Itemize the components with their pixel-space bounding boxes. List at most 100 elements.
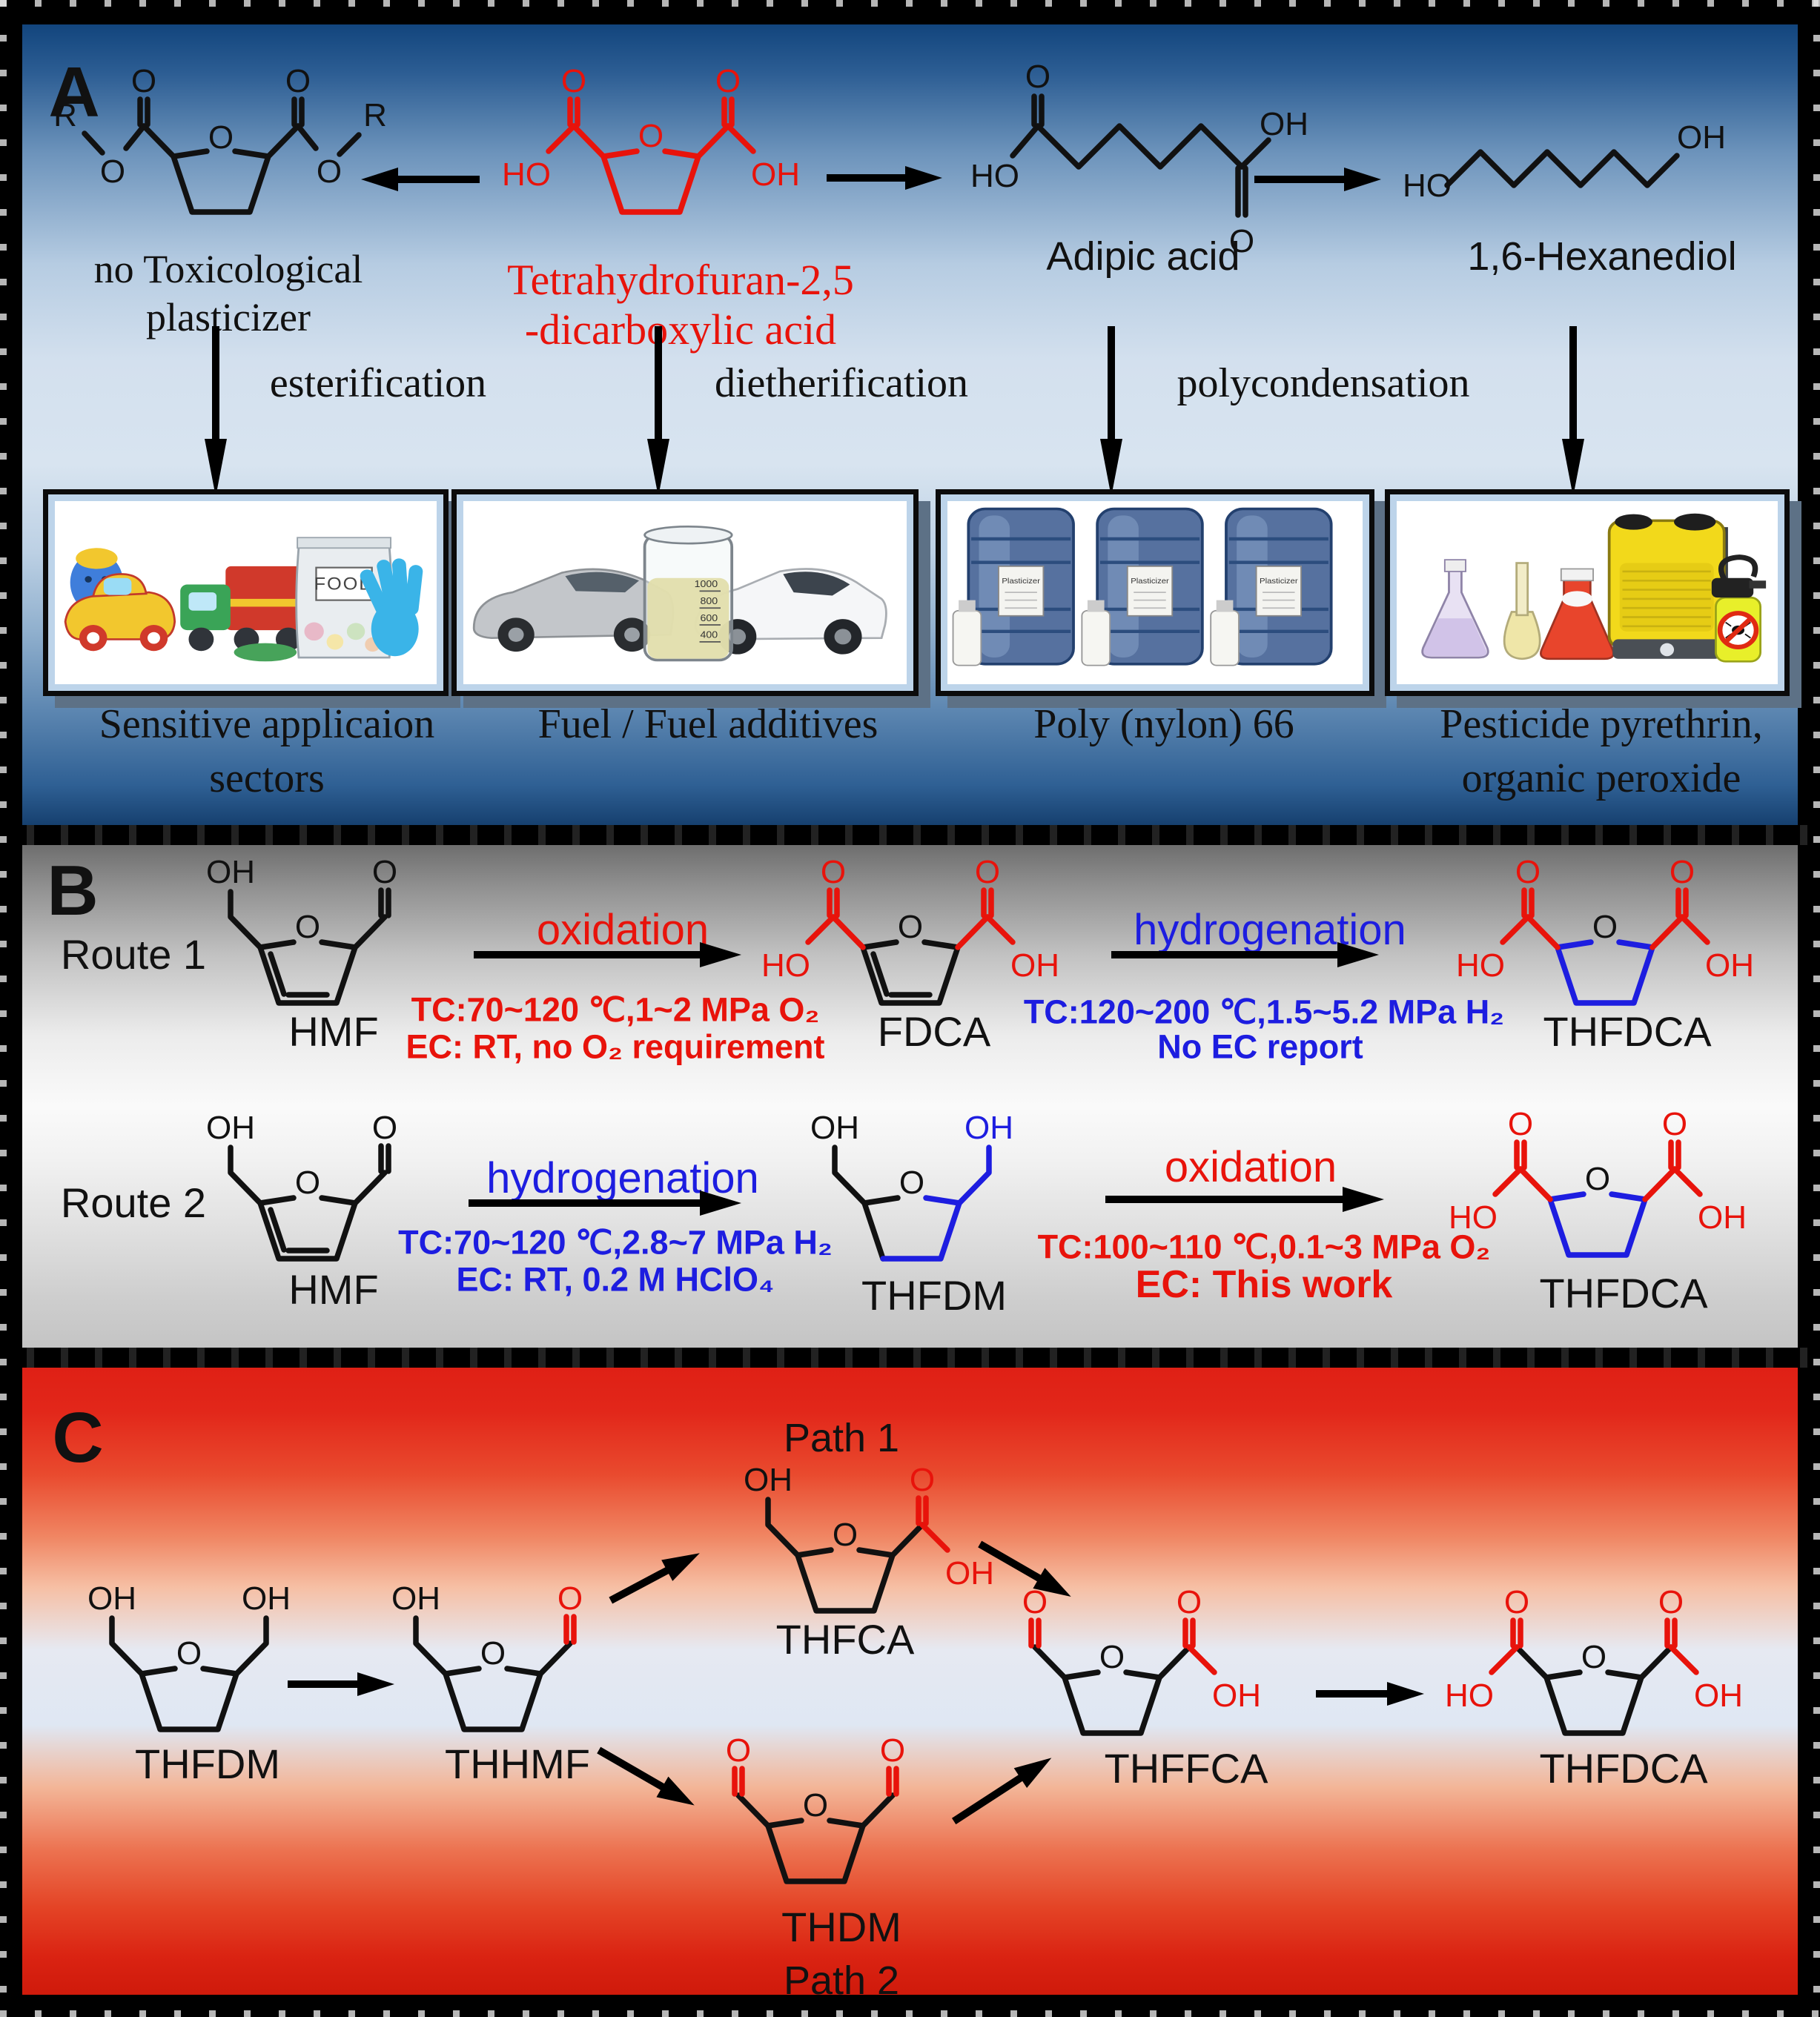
arrow-esterification xyxy=(205,326,227,497)
panel-c-label: C xyxy=(52,1398,104,1477)
drum: Plasticizer xyxy=(967,507,1075,666)
svg-text:O: O xyxy=(1670,854,1695,890)
arrow-thhmf-thfca xyxy=(609,1553,700,1604)
center-name-line2: -dicarboxylic acid xyxy=(524,305,837,354)
svg-text:O: O xyxy=(557,1580,583,1617)
thfdca-label-c: THFDCA xyxy=(1539,1745,1708,1792)
svg-text:O: O xyxy=(975,854,1000,890)
svg-text:OH: OH xyxy=(1694,1677,1743,1714)
beaker-tick: 1000 xyxy=(695,579,718,589)
svg-text:O: O xyxy=(715,63,741,99)
molecule-hmf-route2: O OH O xyxy=(206,1110,397,1262)
molecule-thfdca-route2: O O HO O OH xyxy=(1449,1106,1747,1258)
svg-text:O: O xyxy=(880,1732,905,1769)
caption-box1-line1: Sensitive applicaion xyxy=(99,701,435,747)
reaction-esterification: esterification xyxy=(269,360,487,406)
pesticide-illustration xyxy=(1421,513,1767,663)
arrow-to-diester xyxy=(361,168,480,191)
svg-text:HO: HO xyxy=(1456,947,1505,984)
route1-arrow1 xyxy=(474,942,741,967)
arrow-thdm-thffca xyxy=(951,1758,1052,1825)
svg-text:OH: OH xyxy=(1677,119,1726,156)
beaker-tick: 600 xyxy=(700,612,718,623)
drum-label: Plasticizer xyxy=(1131,577,1169,586)
caption-box2: Fuel / Fuel additives xyxy=(537,701,878,747)
panel-a-label: A xyxy=(48,53,100,132)
molecule-hexanediol: HO OH xyxy=(1403,119,1726,204)
svg-text:HO: HO xyxy=(1445,1677,1494,1714)
route2-arrow1 xyxy=(469,1190,741,1216)
sample-bottles xyxy=(952,600,1240,666)
thfca-label: THFCA xyxy=(775,1616,915,1663)
drum: Plasticizer xyxy=(1225,507,1333,666)
route1-step2-label: hydrogenation xyxy=(1134,906,1406,954)
frame-ticks-top xyxy=(0,0,1820,7)
svg-text:OH: OH xyxy=(964,1110,1013,1146)
svg-text:O: O xyxy=(208,119,234,156)
panel-c: C Path 1 O OH O OH THFCA O OH OH THFDM xyxy=(22,1368,1798,2001)
svg-text:OH: OH xyxy=(1260,106,1308,142)
svg-text:OH: OH xyxy=(242,1580,291,1617)
molecule-thfdca-c: O O HO O OH xyxy=(1445,1584,1743,1736)
thfdca-label-route2: THFDCA xyxy=(1539,1270,1708,1316)
molecule-thfdca-red: O O HO O OH xyxy=(502,63,800,215)
molecule-thfdm-c: O OH OH xyxy=(87,1580,291,1732)
molecule-hmf-route1: O OH O xyxy=(206,854,397,1006)
svg-text:O: O xyxy=(131,63,156,99)
svg-text:O: O xyxy=(821,854,846,890)
svg-text:*: * xyxy=(80,82,89,109)
molecule-thfca: O OH O OH xyxy=(744,1462,994,1614)
molecule-adipic-acid: O HO OH O xyxy=(970,59,1308,259)
svg-text:O: O xyxy=(726,1732,751,1769)
route1-step2-cond1: TC:120~200 ℃,1.5~5.2 MPa H₂ xyxy=(1023,993,1505,1031)
thfdm-label-c: THFDM xyxy=(135,1741,280,1787)
fuel-liquid xyxy=(647,577,729,659)
svg-text:OH: OH xyxy=(751,156,800,193)
arrow-to-pesticide xyxy=(1562,326,1584,497)
svg-text:HO: HO xyxy=(1449,1199,1498,1236)
svg-text:O: O xyxy=(1585,1161,1610,1197)
svg-text:O: O xyxy=(898,909,923,945)
svg-text:O: O xyxy=(1177,1584,1202,1620)
thfdca-label-route1: THFDCA xyxy=(1543,1008,1712,1055)
drum: Plasticizer xyxy=(1096,507,1204,666)
image-nylon-drums: Plasticizer Plasticizer Plasticize xyxy=(936,489,1374,696)
svg-text:O: O xyxy=(1508,1106,1533,1142)
svg-text:OH: OH xyxy=(1698,1199,1747,1236)
svg-text:R: R xyxy=(363,97,387,133)
svg-text:O: O xyxy=(1515,854,1541,890)
separator-ab xyxy=(0,825,1820,845)
svg-text:O: O xyxy=(1229,223,1254,259)
toy-truck xyxy=(225,566,302,631)
svg-text:O: O xyxy=(372,1110,397,1146)
arrow-thhmf-thdm xyxy=(597,1746,695,1806)
svg-text:O: O xyxy=(910,1462,935,1498)
drum-label: Plasticizer xyxy=(1002,577,1040,586)
svg-text:O: O xyxy=(638,118,664,154)
svg-text:O: O xyxy=(561,63,586,99)
route2-step1-cond1: TC:70~120 ℃,2.8~7 MPa H₂ xyxy=(398,1223,833,1262)
reaction-polycondensation: polycondensation xyxy=(1177,360,1470,406)
image-fuel-additives: 1000 800 600 400 xyxy=(451,489,919,696)
route1-step1-cond1: TC:70~120 ℃,1~2 MPa O₂ xyxy=(411,990,820,1029)
svg-text:O: O xyxy=(480,1635,506,1672)
arrow-thffca-thfdca xyxy=(1316,1682,1424,1706)
arrow-to-adipic xyxy=(827,166,942,190)
svg-text:O: O xyxy=(1592,909,1618,945)
route2-arrow2 xyxy=(1105,1187,1384,1212)
image-pesticide xyxy=(1385,489,1790,696)
route2-step2-cond1: TC:100~110 ℃,0.1~3 MPa O₂ xyxy=(1037,1228,1491,1266)
route1-step2-cond2: No EC report xyxy=(1157,1027,1363,1066)
svg-text:OH: OH xyxy=(87,1580,136,1617)
route2-step2-cond2: EC: This work xyxy=(1135,1263,1393,1306)
svg-text:OH: OH xyxy=(744,1462,792,1498)
panel-b: B Route 1 O OH O HMF oxidation TC:70~120… xyxy=(22,845,1798,1348)
beaker-tick: 400 xyxy=(700,629,718,640)
molecule-fdca: O O HO O OH xyxy=(761,854,1059,1006)
frame-ticks-bottom xyxy=(0,2010,1820,2017)
route1-step1-cond2: EC: RT, no O₂ requirement xyxy=(406,1027,825,1066)
panel-a: A O O O R * O O R no Toxicological plast… xyxy=(22,24,1798,825)
path2-label: Path 2 xyxy=(783,1958,900,2003)
separator-bc xyxy=(0,1348,1820,1368)
arrow-dietherification xyxy=(647,326,669,497)
